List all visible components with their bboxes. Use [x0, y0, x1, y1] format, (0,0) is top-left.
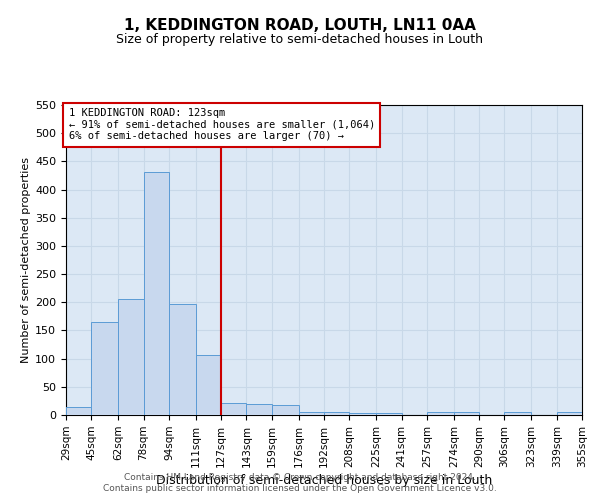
Bar: [221, 403, 247, 415]
Text: Size of property relative to semi-detached houses in Louth: Size of property relative to semi-detach…: [116, 32, 484, 46]
Bar: [376, 414, 401, 415]
Bar: [557, 412, 582, 415]
Text: Contains HM Land Registry data © Crown copyright and database right 2024.: Contains HM Land Registry data © Crown c…: [124, 472, 476, 482]
Bar: [349, 412, 376, 415]
Bar: [454, 412, 479, 415]
Bar: [272, 406, 299, 415]
Bar: [118, 300, 143, 415]
Text: 1, KEDDINGTON ROAD, LOUTH, LN11 0AA: 1, KEDDINGTON ROAD, LOUTH, LN11 0AA: [124, 18, 476, 32]
Text: Contains public sector information licensed under the Open Government Licence v3: Contains public sector information licen…: [103, 484, 497, 493]
Bar: [247, 404, 272, 415]
Text: 1 KEDDINGTON ROAD: 123sqm
← 91% of semi-detached houses are smaller (1,064)
6% o: 1 KEDDINGTON ROAD: 123sqm ← 91% of semi-…: [68, 108, 375, 142]
Bar: [143, 172, 169, 415]
Bar: [505, 412, 532, 415]
Y-axis label: Number of semi-detached properties: Number of semi-detached properties: [21, 157, 31, 363]
Bar: [324, 412, 349, 415]
Bar: [169, 304, 196, 415]
Bar: [299, 412, 324, 415]
X-axis label: Distribution of semi-detached houses by size in Louth: Distribution of semi-detached houses by …: [156, 474, 492, 487]
Bar: [66, 406, 91, 415]
Bar: [427, 412, 454, 415]
Bar: [91, 322, 118, 415]
Bar: [196, 354, 221, 415]
